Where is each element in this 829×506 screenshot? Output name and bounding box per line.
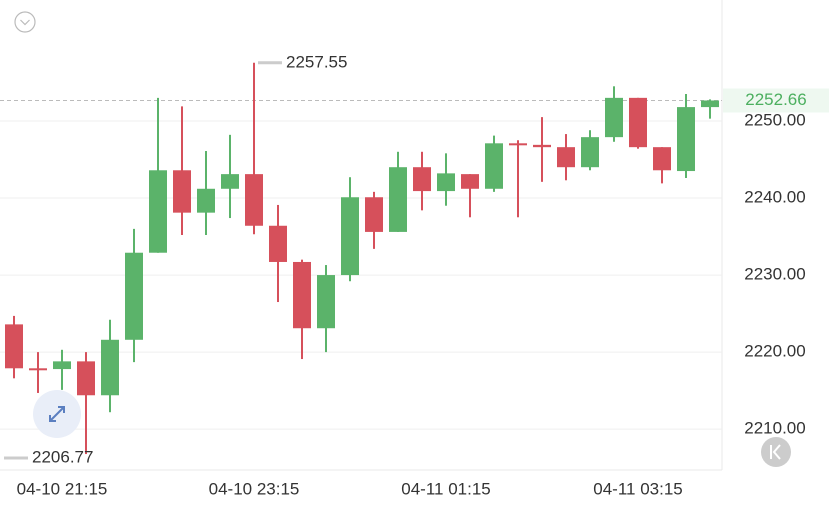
candle-body xyxy=(149,170,167,253)
scroll-latest-button[interactable] xyxy=(761,437,791,467)
low-marker-label: 2206.77 xyxy=(32,448,93,467)
candle-body xyxy=(101,339,119,396)
x-tick-label: 04-11 01:15 xyxy=(401,479,490,498)
candle-body xyxy=(53,361,71,370)
y-tick-label: 2220.00 xyxy=(744,342,805,361)
candle-body xyxy=(533,144,551,148)
candle-body xyxy=(29,368,47,371)
last-price-label: 2252.66 xyxy=(745,90,806,109)
candle-body xyxy=(437,173,455,192)
x-tick-label: 04-10 21:15 xyxy=(17,479,108,498)
candle-body xyxy=(173,170,191,213)
candle-body xyxy=(317,275,335,329)
last-price-box xyxy=(723,88,829,113)
candle-body xyxy=(125,252,143,340)
candle-body xyxy=(221,174,239,189)
candle-body xyxy=(5,324,23,369)
candle-body xyxy=(701,100,719,108)
y-tick-label: 2250.00 xyxy=(744,110,805,129)
candle-body xyxy=(365,197,383,232)
candle-body xyxy=(557,147,575,168)
y-tick-label: 2210.00 xyxy=(744,419,805,438)
candle-body xyxy=(341,197,359,276)
candle-body xyxy=(485,143,503,189)
x-tick-label: 04-11 03:15 xyxy=(593,479,682,498)
expand-button[interactable] xyxy=(33,390,81,438)
candle-body xyxy=(461,174,479,189)
candle-body xyxy=(245,174,263,226)
y-tick-label: 2230.00 xyxy=(744,265,805,284)
candle-body xyxy=(293,261,311,329)
x-tick-label: 04-10 23:15 xyxy=(209,479,300,498)
high-marker-label: 2257.55 xyxy=(286,52,347,71)
candle-body xyxy=(677,107,695,172)
candle-body xyxy=(581,137,599,168)
y-tick-label: 2240.00 xyxy=(744,188,805,207)
candle-body xyxy=(77,361,95,396)
candle-body xyxy=(389,167,407,232)
candle-body xyxy=(269,225,287,262)
candle-body xyxy=(509,143,527,146)
candle-body xyxy=(629,97,647,148)
candle-body xyxy=(197,188,215,213)
candle-body xyxy=(413,167,431,192)
candle-body xyxy=(653,147,671,171)
collapse-icon[interactable] xyxy=(14,11,36,33)
candle-body xyxy=(605,97,623,138)
